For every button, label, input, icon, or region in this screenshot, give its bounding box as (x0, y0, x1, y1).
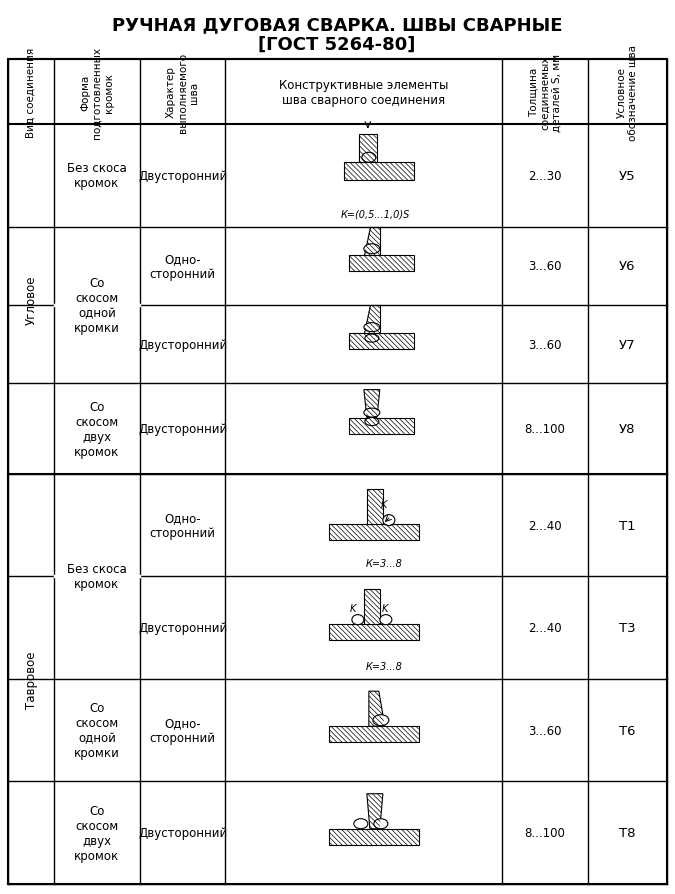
Ellipse shape (365, 418, 379, 426)
Text: У5: У5 (619, 170, 636, 182)
Text: Тавровое: Тавровое (24, 651, 38, 708)
Polygon shape (329, 727, 419, 742)
PathPatch shape (349, 256, 414, 272)
Text: Одно-
сторонний: Одно- сторонний (150, 511, 215, 539)
Text: 3...60: 3...60 (529, 260, 562, 273)
Text: Условное
обозначение шва: Условное обозначение шва (617, 45, 639, 140)
Polygon shape (367, 490, 383, 525)
PathPatch shape (364, 589, 380, 624)
PathPatch shape (364, 306, 380, 333)
Text: К=3...8: К=3...8 (365, 662, 402, 671)
Ellipse shape (380, 615, 392, 625)
Polygon shape (364, 227, 380, 256)
Polygon shape (329, 525, 419, 541)
PathPatch shape (329, 525, 419, 541)
Text: Одно-
сторонний: Одно- сторонний (150, 716, 215, 745)
PathPatch shape (329, 829, 419, 845)
Polygon shape (364, 390, 380, 418)
Text: [ГОСТ 5264-80]: [ГОСТ 5264-80] (259, 36, 416, 54)
Text: Толщина
соединяемых
деталей S, мм: Толщина соединяемых деталей S, мм (529, 54, 562, 131)
Polygon shape (329, 829, 419, 845)
Text: Двусторонний: Двусторонний (138, 826, 227, 839)
Text: У7: У7 (619, 338, 636, 351)
PathPatch shape (367, 490, 383, 525)
Polygon shape (369, 691, 385, 727)
Text: Двусторонний: Двусторонний (138, 338, 227, 351)
Polygon shape (349, 333, 414, 350)
Text: 3...60: 3...60 (529, 338, 562, 351)
Text: Т6: Т6 (619, 724, 636, 737)
Polygon shape (329, 624, 419, 640)
Ellipse shape (354, 819, 368, 829)
Text: Со
скосом
двух
кромок: Со скосом двух кромок (74, 804, 119, 862)
PathPatch shape (367, 794, 383, 829)
PathPatch shape (344, 163, 414, 181)
Ellipse shape (365, 334, 379, 342)
Ellipse shape (364, 324, 380, 333)
PathPatch shape (329, 624, 419, 640)
Ellipse shape (383, 515, 395, 526)
Text: Угловое: Угловое (24, 274, 38, 325)
Text: К=(0,5...1,0)S: К=(0,5...1,0)S (341, 209, 410, 219)
Text: Т1: Т1 (619, 519, 636, 532)
Ellipse shape (373, 715, 389, 726)
Text: Одно-
сторонний: Одно- сторонний (150, 252, 215, 281)
PathPatch shape (329, 727, 419, 742)
Text: 2...40: 2...40 (529, 519, 562, 532)
Text: Конструктивные элементы
шва сварного соединения: Конструктивные элементы шва сварного сое… (279, 79, 449, 106)
Text: Двусторонний: Двусторонний (138, 170, 227, 182)
Text: 8...100: 8...100 (524, 826, 566, 839)
Text: Т8: Т8 (619, 826, 636, 839)
Text: K: K (381, 500, 387, 510)
Text: Без скоса
кромок: Без скоса кромок (67, 162, 127, 190)
Text: 8...100: 8...100 (524, 423, 566, 435)
Text: Т3: Т3 (619, 621, 636, 635)
Text: 3...60: 3...60 (529, 724, 562, 737)
Polygon shape (364, 306, 380, 333)
PathPatch shape (349, 418, 414, 434)
PathPatch shape (364, 227, 380, 256)
Text: 2...30: 2...30 (529, 170, 562, 182)
Text: Характер
выполняемого
шва: Характер выполняемого шва (166, 53, 199, 132)
Ellipse shape (374, 819, 388, 829)
Text: РУЧНАЯ ДУГОВАЯ СВАРКА. ШВЫ СВАРНЫЕ: РУЧНАЯ ДУГОВАЯ СВАРКА. ШВЫ СВАРНЫЕ (112, 16, 562, 34)
PathPatch shape (359, 135, 377, 163)
Ellipse shape (364, 244, 380, 255)
Text: К=3...8: К=3...8 (365, 559, 402, 569)
Text: Вид соединения: Вид соединения (26, 47, 36, 138)
Text: Форма
подготовленных
кромок: Форма подготовленных кромок (80, 46, 113, 139)
Polygon shape (349, 418, 414, 434)
PathPatch shape (364, 390, 380, 418)
Polygon shape (359, 135, 377, 163)
Ellipse shape (352, 615, 364, 625)
Text: K: K (350, 603, 356, 613)
Ellipse shape (364, 409, 380, 417)
Text: 2...40: 2...40 (529, 621, 562, 635)
Polygon shape (367, 794, 383, 829)
Text: Со
скосом
одной
кромки: Со скосом одной кромки (74, 702, 120, 759)
Polygon shape (364, 589, 380, 624)
Text: Двусторонний: Двусторонний (138, 621, 227, 635)
Text: Со
скосом
двух
кромок: Со скосом двух кромок (74, 401, 119, 458)
Text: Двусторонний: Двусторонний (138, 423, 227, 435)
PathPatch shape (349, 333, 414, 350)
PathPatch shape (369, 691, 385, 727)
Text: Без скоса
кромок: Без скоса кромок (67, 562, 127, 591)
Ellipse shape (362, 153, 376, 163)
Text: У6: У6 (619, 260, 636, 273)
Polygon shape (349, 256, 414, 272)
Text: Со
скосом
одной
кромки: Со скосом одной кромки (74, 276, 120, 334)
Text: K: K (382, 603, 388, 613)
Text: У8: У8 (619, 423, 636, 435)
Polygon shape (344, 163, 414, 181)
